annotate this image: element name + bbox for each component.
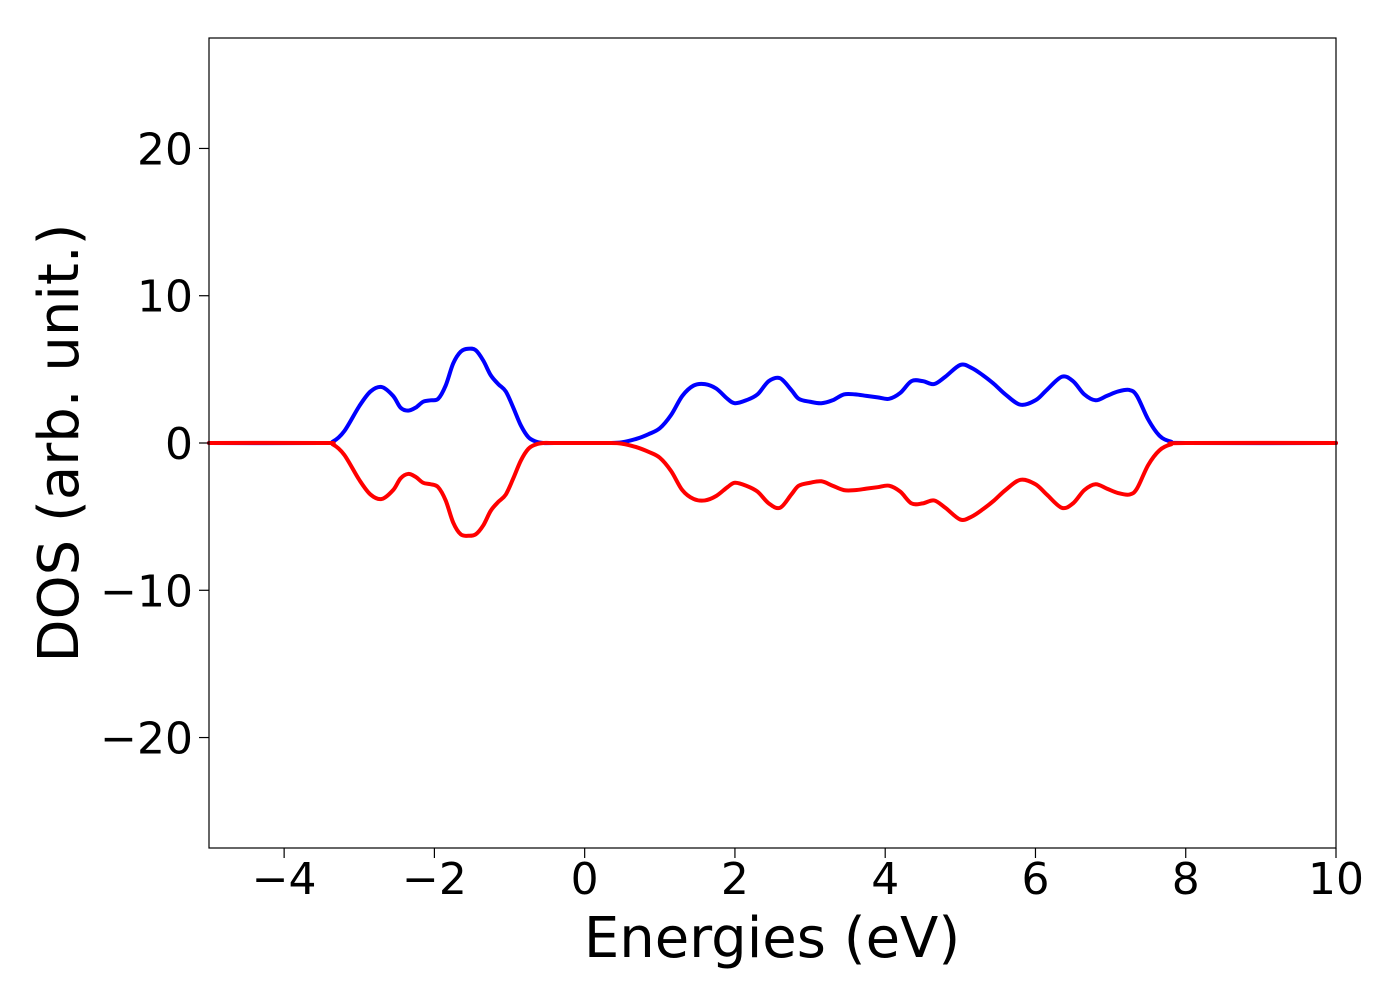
x-tick-label: 10 (1308, 854, 1364, 905)
x-tick-label: 2 (721, 854, 749, 905)
y-axis-title: DOS (arb. unit.) (27, 223, 92, 662)
plot-frame (208, 37, 1337, 849)
x-tick-label: −2 (402, 854, 467, 905)
series-line-2 (207, 440, 1338, 538)
y-tick-label: 10 (137, 272, 193, 323)
y-axis-ticks: −20 −10 0 10 20 (100, 124, 209, 765)
x-axis-ticks: −4 −2 0 2 4 6 8 10 (252, 848, 1364, 905)
x-tick-label: 6 (1021, 854, 1049, 905)
y-tick-label: −20 (100, 714, 193, 765)
y-tick-label: −10 (100, 566, 193, 617)
x-tick-label: 4 (871, 854, 899, 905)
series-line-1 (207, 346, 1338, 446)
x-tick-label: −4 (252, 854, 317, 905)
y-tick-label: 0 (165, 419, 193, 470)
x-axis-title: Energies (eV) (584, 906, 960, 971)
plot-lines (207, 346, 1338, 538)
x-tick-label: 8 (1172, 854, 1200, 905)
x-tick-label: 0 (571, 854, 599, 905)
y-tick-label: 20 (137, 124, 193, 175)
